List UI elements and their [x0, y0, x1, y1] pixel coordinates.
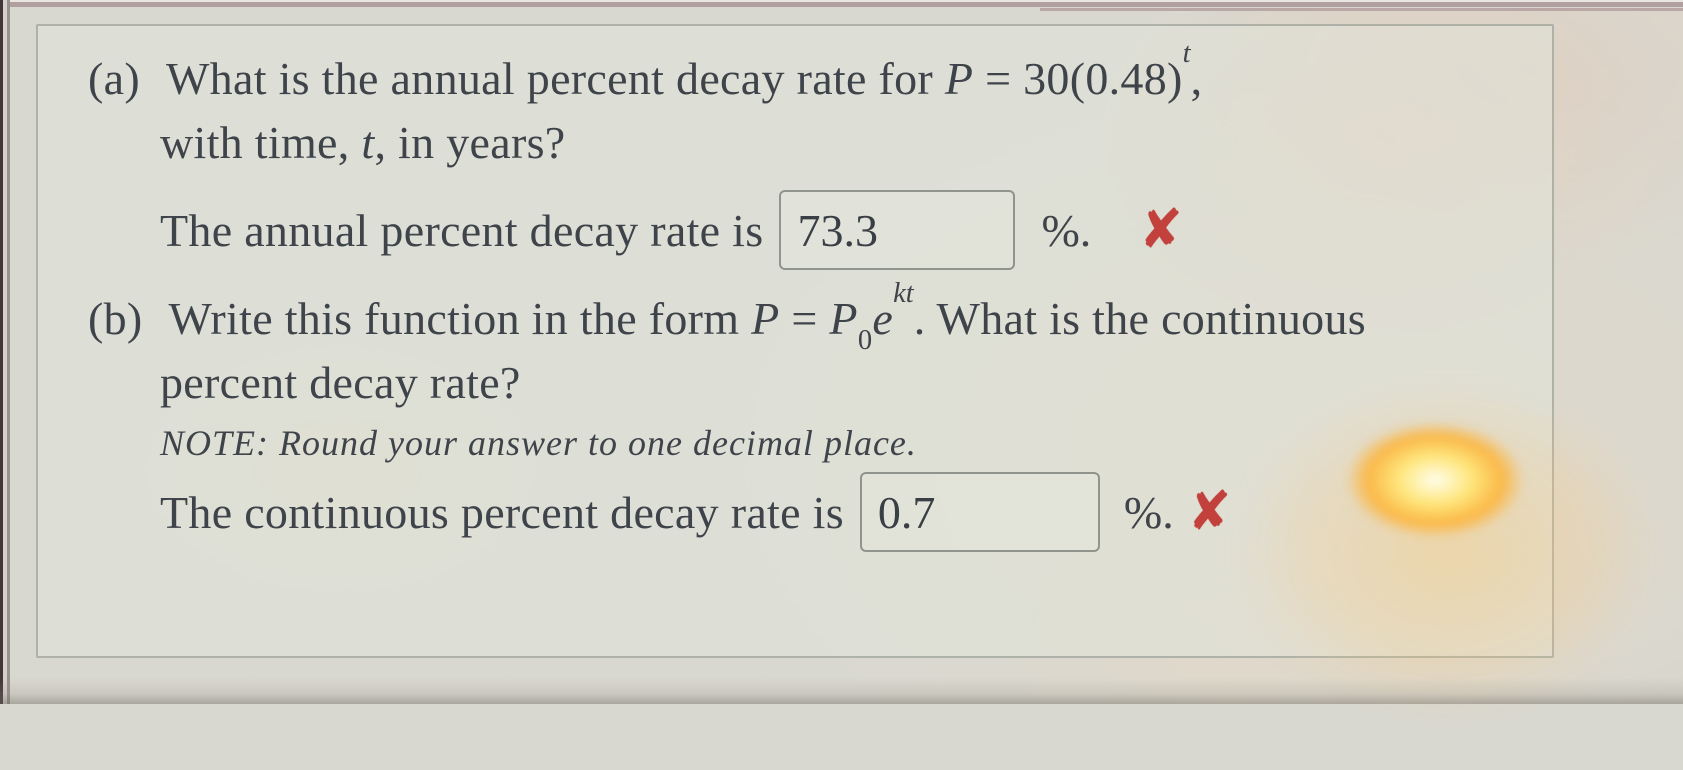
annual-decay-rate-value: 73.3	[797, 204, 878, 256]
answer-row-b: The continuous percent decay rate is 0.7…	[160, 468, 1231, 556]
answer-row-a: The annual percent decay rate is 73.3 %.…	[160, 188, 1183, 272]
math-exponent-kt: kt	[893, 278, 914, 309]
question-a-label: (a)	[88, 53, 140, 104]
answer-b-percent-label: %.	[1123, 486, 1174, 538]
question-b-text2: . What is the continuous	[913, 293, 1366, 344]
math-var-P: P	[944, 53, 974, 104]
math-var-P0: P	[829, 293, 858, 344]
question-b-line1: (b) Write this function in the form P = P…	[88, 278, 1366, 356]
incorrect-x-icon: ✘	[1187, 480, 1232, 544]
answer-b-prompt: The continuous percent decay rate is	[160, 486, 844, 538]
continuous-decay-rate-value: 0.7	[877, 486, 936, 538]
math-var-t: t	[361, 117, 375, 168]
question-a-text: What is the annual percent decay rate fo…	[165, 53, 945, 104]
math-var-P2: P	[751, 293, 780, 344]
question-b-label: (b)	[88, 293, 143, 344]
question-b-text1: Write this function in the form	[168, 293, 752, 344]
question-b-line2-text: percent decay rate?	[160, 357, 521, 408]
incorrect-x-icon: ✘	[1139, 198, 1183, 262]
answer-a-prompt: The annual percent decay rate is	[160, 204, 764, 256]
question-b-line2: percent decay rate?	[160, 356, 521, 409]
photo-top-edge-line	[1040, 8, 1683, 11]
question-a-equation: = 30(0.48)	[973, 53, 1183, 104]
question-a-comma: ,	[1190, 53, 1203, 104]
photo-left-edge	[0, 0, 12, 704]
annual-decay-rate-input[interactable]: 73.3	[779, 190, 1016, 270]
question-b-equals: =	[779, 293, 830, 344]
question-a-line2-text2: , in years?	[374, 117, 566, 168]
rounding-note: NOTE: Round your answer to one decimal p…	[160, 422, 917, 464]
question-a-line2: with time, t, in years?	[160, 116, 566, 169]
rounding-note-text: NOTE: Round your answer to one decimal p…	[160, 423, 917, 463]
answer-a-percent-label: %.	[1041, 204, 1092, 256]
math-exponent-t: t	[1182, 38, 1191, 69]
question-a-line1: (a) What is the annual percent decay rate…	[88, 38, 1203, 105]
continuous-decay-rate-input[interactable]: 0.7	[859, 472, 1100, 552]
photo-bottom-shadow	[0, 678, 1683, 704]
question-a-line2-text1: with time,	[160, 117, 362, 168]
math-subscript-0: 0	[857, 325, 873, 357]
photo-top-edge	[0, 0, 1683, 10]
problem-panel	[36, 24, 1554, 658]
math-var-e: e	[872, 293, 894, 344]
